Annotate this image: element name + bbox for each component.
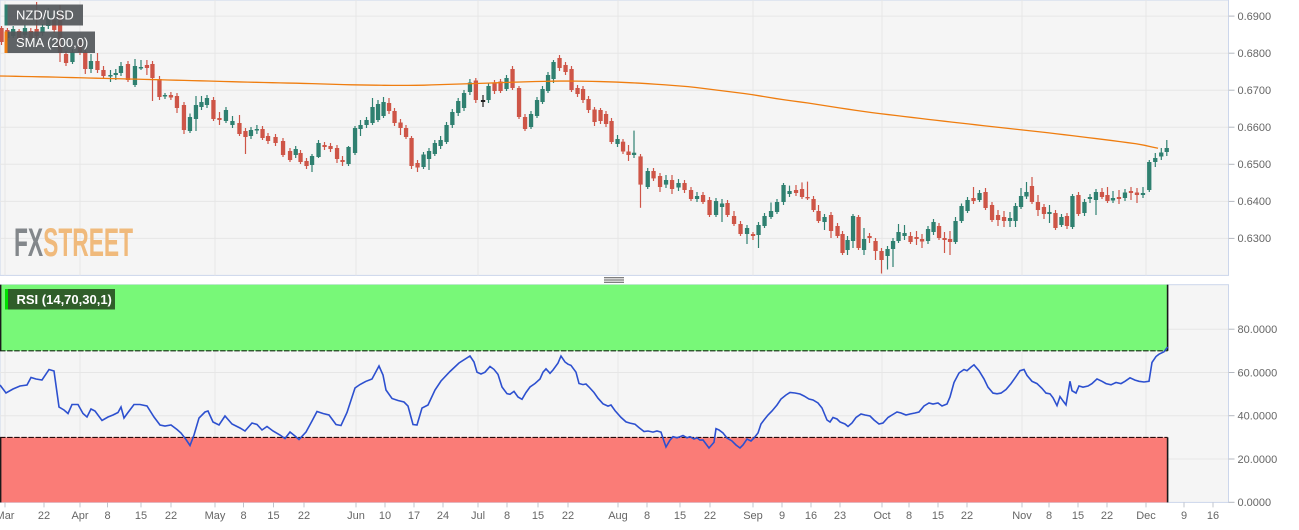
svg-text:40.0000: 40.0000 <box>1238 411 1278 423</box>
svg-text:60.0000: 60.0000 <box>1238 367 1278 379</box>
svg-text:20.0000: 20.0000 <box>1238 454 1278 466</box>
svg-text:Aug: Aug <box>608 510 628 522</box>
svg-text:0.6400: 0.6400 <box>1238 196 1272 208</box>
svg-text:22: 22 <box>704 510 716 522</box>
svg-text:80.0000: 80.0000 <box>1238 324 1278 336</box>
svg-text:15: 15 <box>135 510 147 522</box>
svg-text:SMA (200,0): SMA (200,0) <box>16 35 88 50</box>
svg-text:15: 15 <box>674 510 686 522</box>
svg-text:May: May <box>205 510 226 522</box>
svg-text:15: 15 <box>932 510 944 522</box>
svg-text:0.6900: 0.6900 <box>1238 11 1272 23</box>
svg-text:8: 8 <box>504 510 510 522</box>
svg-text:22: 22 <box>38 510 50 522</box>
svg-text:8: 8 <box>104 510 110 522</box>
svg-text:15: 15 <box>532 510 544 522</box>
svg-text:Oct: Oct <box>873 510 890 522</box>
svg-text:Jun: Jun <box>347 510 365 522</box>
svg-text:9: 9 <box>1181 510 1187 522</box>
svg-text:FXSTREET: FXSTREET <box>14 220 133 264</box>
svg-text:22: 22 <box>298 510 310 522</box>
svg-text:Mar: Mar <box>0 510 15 522</box>
svg-text:0.6300: 0.6300 <box>1238 233 1272 245</box>
svg-text:17: 17 <box>408 510 420 522</box>
svg-text:22: 22 <box>165 510 177 522</box>
svg-text:22: 22 <box>562 510 574 522</box>
svg-text:0.6600: 0.6600 <box>1238 122 1272 134</box>
svg-text:16: 16 <box>805 510 817 522</box>
svg-text:15: 15 <box>267 510 279 522</box>
svg-text:22: 22 <box>961 510 973 522</box>
svg-text:23: 23 <box>834 510 846 522</box>
svg-text:22: 22 <box>1101 510 1113 522</box>
svg-text:Dec: Dec <box>1136 510 1156 522</box>
svg-text:0.6800: 0.6800 <box>1238 48 1272 60</box>
svg-text:24: 24 <box>437 510 449 522</box>
svg-text:8: 8 <box>644 510 650 522</box>
svg-text:0.0000: 0.0000 <box>1238 497 1272 509</box>
svg-text:Jul: Jul <box>471 510 485 522</box>
svg-text:0.6500: 0.6500 <box>1238 159 1272 171</box>
svg-text:8: 8 <box>240 510 246 522</box>
svg-text:Sep: Sep <box>743 510 763 522</box>
svg-text:Nov: Nov <box>1012 510 1032 522</box>
svg-text:10: 10 <box>379 510 391 522</box>
svg-text:8: 8 <box>1046 510 1052 522</box>
svg-text:16: 16 <box>1207 510 1219 522</box>
svg-text:0.6700: 0.6700 <box>1238 85 1272 97</box>
svg-text:15: 15 <box>1072 510 1084 522</box>
svg-text:NZD/USD: NZD/USD <box>16 8 74 23</box>
svg-text:Apr: Apr <box>71 510 88 522</box>
svg-text:8: 8 <box>906 510 912 522</box>
svg-text:9: 9 <box>779 510 785 522</box>
svg-text:RSI (14,70,30,1): RSI (14,70,30,1) <box>17 292 112 307</box>
